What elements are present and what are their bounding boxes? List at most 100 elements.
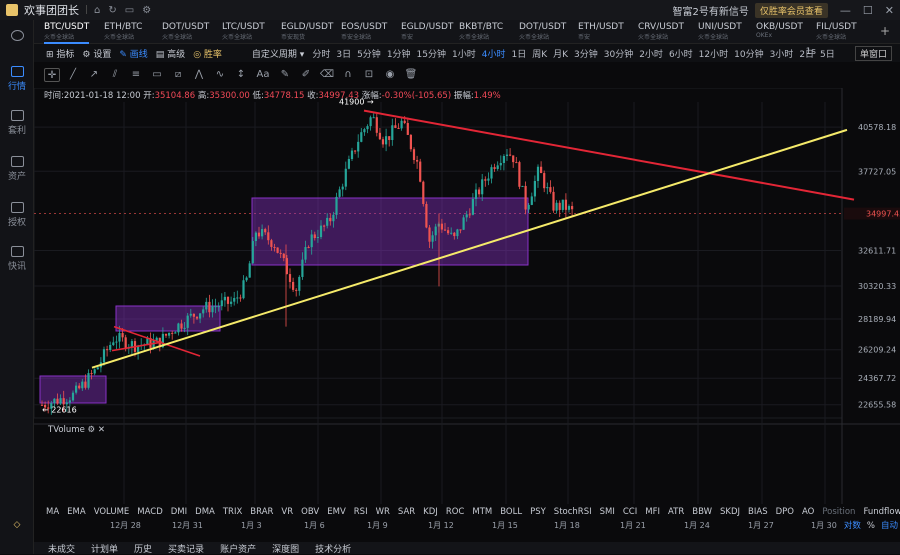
period-14[interactable]: 12小时 — [698, 49, 729, 60]
sidebar-item-0[interactable]: 行情 — [0, 66, 34, 92]
period-16[interactable]: 3小时 — [769, 49, 794, 60]
seconds-period[interactable]: 1s — [805, 47, 816, 57]
brush-icon[interactable]: ✎ — [280, 69, 290, 80]
volume-settings-icon[interactable]: ⚙ — [87, 425, 96, 435]
toolbar-item-4[interactable]: ◎ 胜率 — [193, 47, 222, 60]
price-chart[interactable]: 40578.18 37727.05 32611.71 30320.33 28189.94… — [34, 88, 900, 554]
indicator-24[interactable]: BBW — [692, 507, 713, 517]
indicator-16[interactable]: MTM — [472, 507, 493, 517]
tab-1[interactable]: ETH/BTC 火币全球站 — [104, 22, 142, 44]
period-18[interactable]: 5日 — [820, 49, 835, 60]
window-select[interactable]: 单窗口 — [854, 46, 892, 61]
toolbar-item-0[interactable]: ⊞ 指标 — [46, 47, 74, 60]
period-7[interactable]: 1日 — [511, 49, 527, 60]
indicator-5[interactable]: DMA — [195, 507, 215, 517]
tab-10[interactable]: CRV/USDT 火币全球站 — [638, 22, 684, 44]
rect-icon[interactable]: ▭ — [152, 69, 162, 80]
maximize-icon[interactable]: ☐ — [862, 3, 873, 17]
indicator-18[interactable]: PSY — [530, 507, 546, 517]
volume-close-icon[interactable]: ✕ — [97, 425, 105, 435]
bottom-tab-3[interactable]: 买卖记录 — [168, 545, 205, 555]
period-6[interactable]: 4小时 — [481, 49, 506, 60]
tab-3[interactable]: LTC/USDT 火币全球站 — [222, 22, 265, 44]
vip-badge[interactable]: 仅胜率会员查看 — [754, 2, 828, 18]
indicator-13[interactable]: SAR — [397, 507, 416, 517]
indicator-25[interactable]: SKDJ — [720, 507, 741, 517]
tab-6[interactable]: EGLD/USDT 币安 — [401, 22, 453, 44]
bottom-tab-1[interactable]: 计划单 — [91, 545, 119, 555]
sidebar-diamond-icon[interactable]: ◇ — [13, 520, 21, 530]
indicator-27[interactable]: DPO — [775, 507, 794, 517]
close-icon[interactable]: ✕ — [884, 3, 894, 17]
crosshair-icon[interactable]: ✛ — [44, 68, 60, 82]
eye-icon[interactable]: ◉ — [385, 69, 395, 80]
sidebar-item-2[interactable]: 资产 — [0, 156, 34, 182]
tab-2[interactable]: DOT/USDT 火币全球站 — [162, 22, 209, 44]
tab-9[interactable]: ETH/USDT 币安 — [578, 22, 624, 44]
bottom-tab-2[interactable]: 历史 — [134, 545, 153, 555]
indicator-22[interactable]: MFI — [645, 507, 660, 517]
trendline-icon[interactable]: ╱ — [69, 69, 77, 80]
indicator-10[interactable]: EMV — [327, 507, 346, 517]
period-13[interactable]: 6小时 — [668, 49, 693, 60]
indicator-2[interactable]: VOLUME — [93, 507, 130, 517]
minimize-icon[interactable]: — — [839, 3, 851, 17]
settings-icon[interactable]: ⚙ — [142, 4, 152, 16]
wave-icon[interactable]: ∿ — [215, 69, 225, 80]
pattern-icon[interactable]: ⋀ — [194, 69, 204, 80]
period-2[interactable]: 5分钟 — [357, 49, 381, 60]
sidebar-item-1[interactable]: 套利 — [0, 110, 34, 136]
period-8[interactable]: 周K — [532, 49, 548, 60]
indicator-6[interactable]: TRIX — [222, 507, 243, 517]
axis-option-1[interactable]: % — [866, 521, 875, 531]
period-17[interactable]: 2日 — [799, 49, 815, 60]
tab-11[interactable]: UNI/USDT 火币全球站 — [698, 22, 742, 44]
refresh-icon[interactable]: ↻ — [108, 4, 117, 16]
text-icon[interactable]: Aa — [256, 69, 270, 80]
indicator-28[interactable]: AO — [801, 507, 815, 517]
toolbar-item-1[interactable]: ⚙ 设置 — [82, 47, 111, 60]
fib-icon[interactable]: ≡ — [131, 69, 141, 80]
tab-0[interactable]: BTC/USDT 火币全球站 — [44, 22, 90, 44]
tab-4[interactable]: EGLD/USDT 币安现货 — [281, 22, 333, 44]
indicator-30[interactable]: Fundflow — [863, 507, 900, 517]
lock-icon[interactable]: ⊡ — [364, 69, 374, 80]
indicator-14[interactable]: KDJ — [423, 507, 438, 517]
sidebar-item-4[interactable]: 快讯 — [0, 246, 34, 272]
add-tab-icon[interactable]: + — [880, 24, 891, 38]
sidebar-logo[interactable] — [0, 30, 34, 43]
pen-icon[interactable]: ✐ — [301, 69, 311, 80]
toolbar-item-2[interactable]: ✎ 画线 — [119, 47, 147, 60]
bottom-tab-6[interactable]: 技术分析 — [315, 545, 352, 555]
tab-12[interactable]: OKB/USDT OKEx — [756, 22, 803, 44]
chart-area[interactable]: 40578.18 37727.05 32611.71 30320.33 28189.94… — [34, 88, 900, 554]
parallel-icon[interactable]: ⫽ — [112, 69, 118, 80]
measure-icon[interactable]: ↕ — [236, 69, 246, 80]
channel-icon[interactable]: ⧄ — [174, 69, 182, 80]
monitor-icon[interactable]: ▭ — [124, 4, 135, 16]
tab-8[interactable]: DOT/USDT 火币全球站 — [519, 22, 566, 44]
tab-5[interactable]: EOS/USDT 币安全球站 — [341, 22, 387, 44]
indicator-9[interactable]: OBV — [301, 507, 320, 517]
bottom-tab-4[interactable]: 账户资产 — [220, 545, 257, 555]
period-3[interactable]: 1分钟 — [386, 49, 411, 60]
indicator-23[interactable]: ATR — [667, 507, 685, 517]
period-12[interactable]: 2小时 — [639, 49, 663, 60]
indicator-15[interactable]: ROC — [445, 507, 465, 517]
indicator-4[interactable]: DMI — [170, 507, 188, 517]
bottom-tab-5[interactable]: 深度图 — [272, 545, 300, 555]
toolbar-item-3[interactable]: ▤ 高级 — [156, 47, 185, 60]
tab-13[interactable]: FIL/USDT 火币全球站 — [816, 22, 857, 44]
indicator-26[interactable]: BIAS — [748, 507, 768, 517]
indicator-7[interactable]: BRAR — [250, 507, 274, 517]
period-1[interactable]: 3日 — [336, 49, 352, 60]
sidebar-item-3[interactable]: 授权 — [0, 202, 34, 228]
period-5[interactable]: 1小时 — [452, 49, 476, 60]
period-10[interactable]: 3分钟 — [574, 49, 598, 60]
trash-icon[interactable]: 🗑 — [404, 69, 418, 80]
magnet-icon[interactable]: ∩ — [344, 69, 352, 80]
indicator-17[interactable]: BOLL — [500, 507, 523, 517]
indicator-21[interactable]: CCI — [622, 507, 638, 517]
indicator-29[interactable]: Position — [822, 507, 856, 517]
indicator-3[interactable]: MACD — [137, 507, 163, 517]
